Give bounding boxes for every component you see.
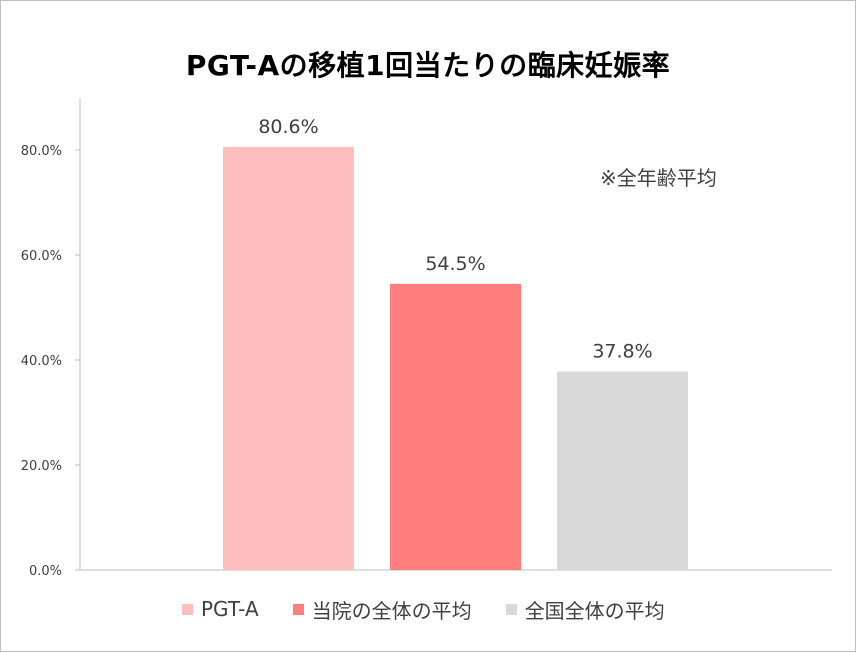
legend-item-clinic-average: 当院の全体の平均 [292,595,472,624]
legend-label-pgt-a: PGT-A [201,597,259,621]
data-label-2: 54.5% [425,253,485,275]
data-label-1: 80.6% [258,116,318,138]
bar-1 [223,146,354,570]
chart-note: ※全年齢平均 [600,166,717,190]
legend-swatch-pgt-a [182,603,193,615]
y-tick-label: 80.0% [21,144,62,159]
data-labels: 80.6% 54.5% 37.8% [258,116,652,363]
legend-item-pgt-a: PGT-A [182,597,259,621]
legend-label-clinic-average: 当院の全体の平均 [311,598,472,623]
legend-swatch-clinic-average [292,603,304,615]
legend-item-national-average: 全国全体の平均 [505,595,665,624]
y-tick-labels: 0.0% 20.0% 40.0% 60.0% 80.0% [21,144,62,579]
y-tick-label: 60.0% [21,249,62,264]
chart-title: PGT-Aの移植1回当たりの臨床妊娠率 [185,49,671,82]
y-tick-label: 20.0% [21,459,62,474]
bars [223,146,688,570]
legend-label-national-average: 全国全体の平均 [524,598,665,623]
data-label-3: 37.8% [592,341,652,363]
bar-2 [390,283,521,570]
bar-3 [557,371,688,570]
legend-swatch-national-average [505,603,517,615]
y-tick-label: 40.0% [21,354,62,369]
legend: PGT-A 当院の全体の平均 全国全体の平均 [182,595,665,624]
y-tick-label: 0.0% [29,564,62,579]
